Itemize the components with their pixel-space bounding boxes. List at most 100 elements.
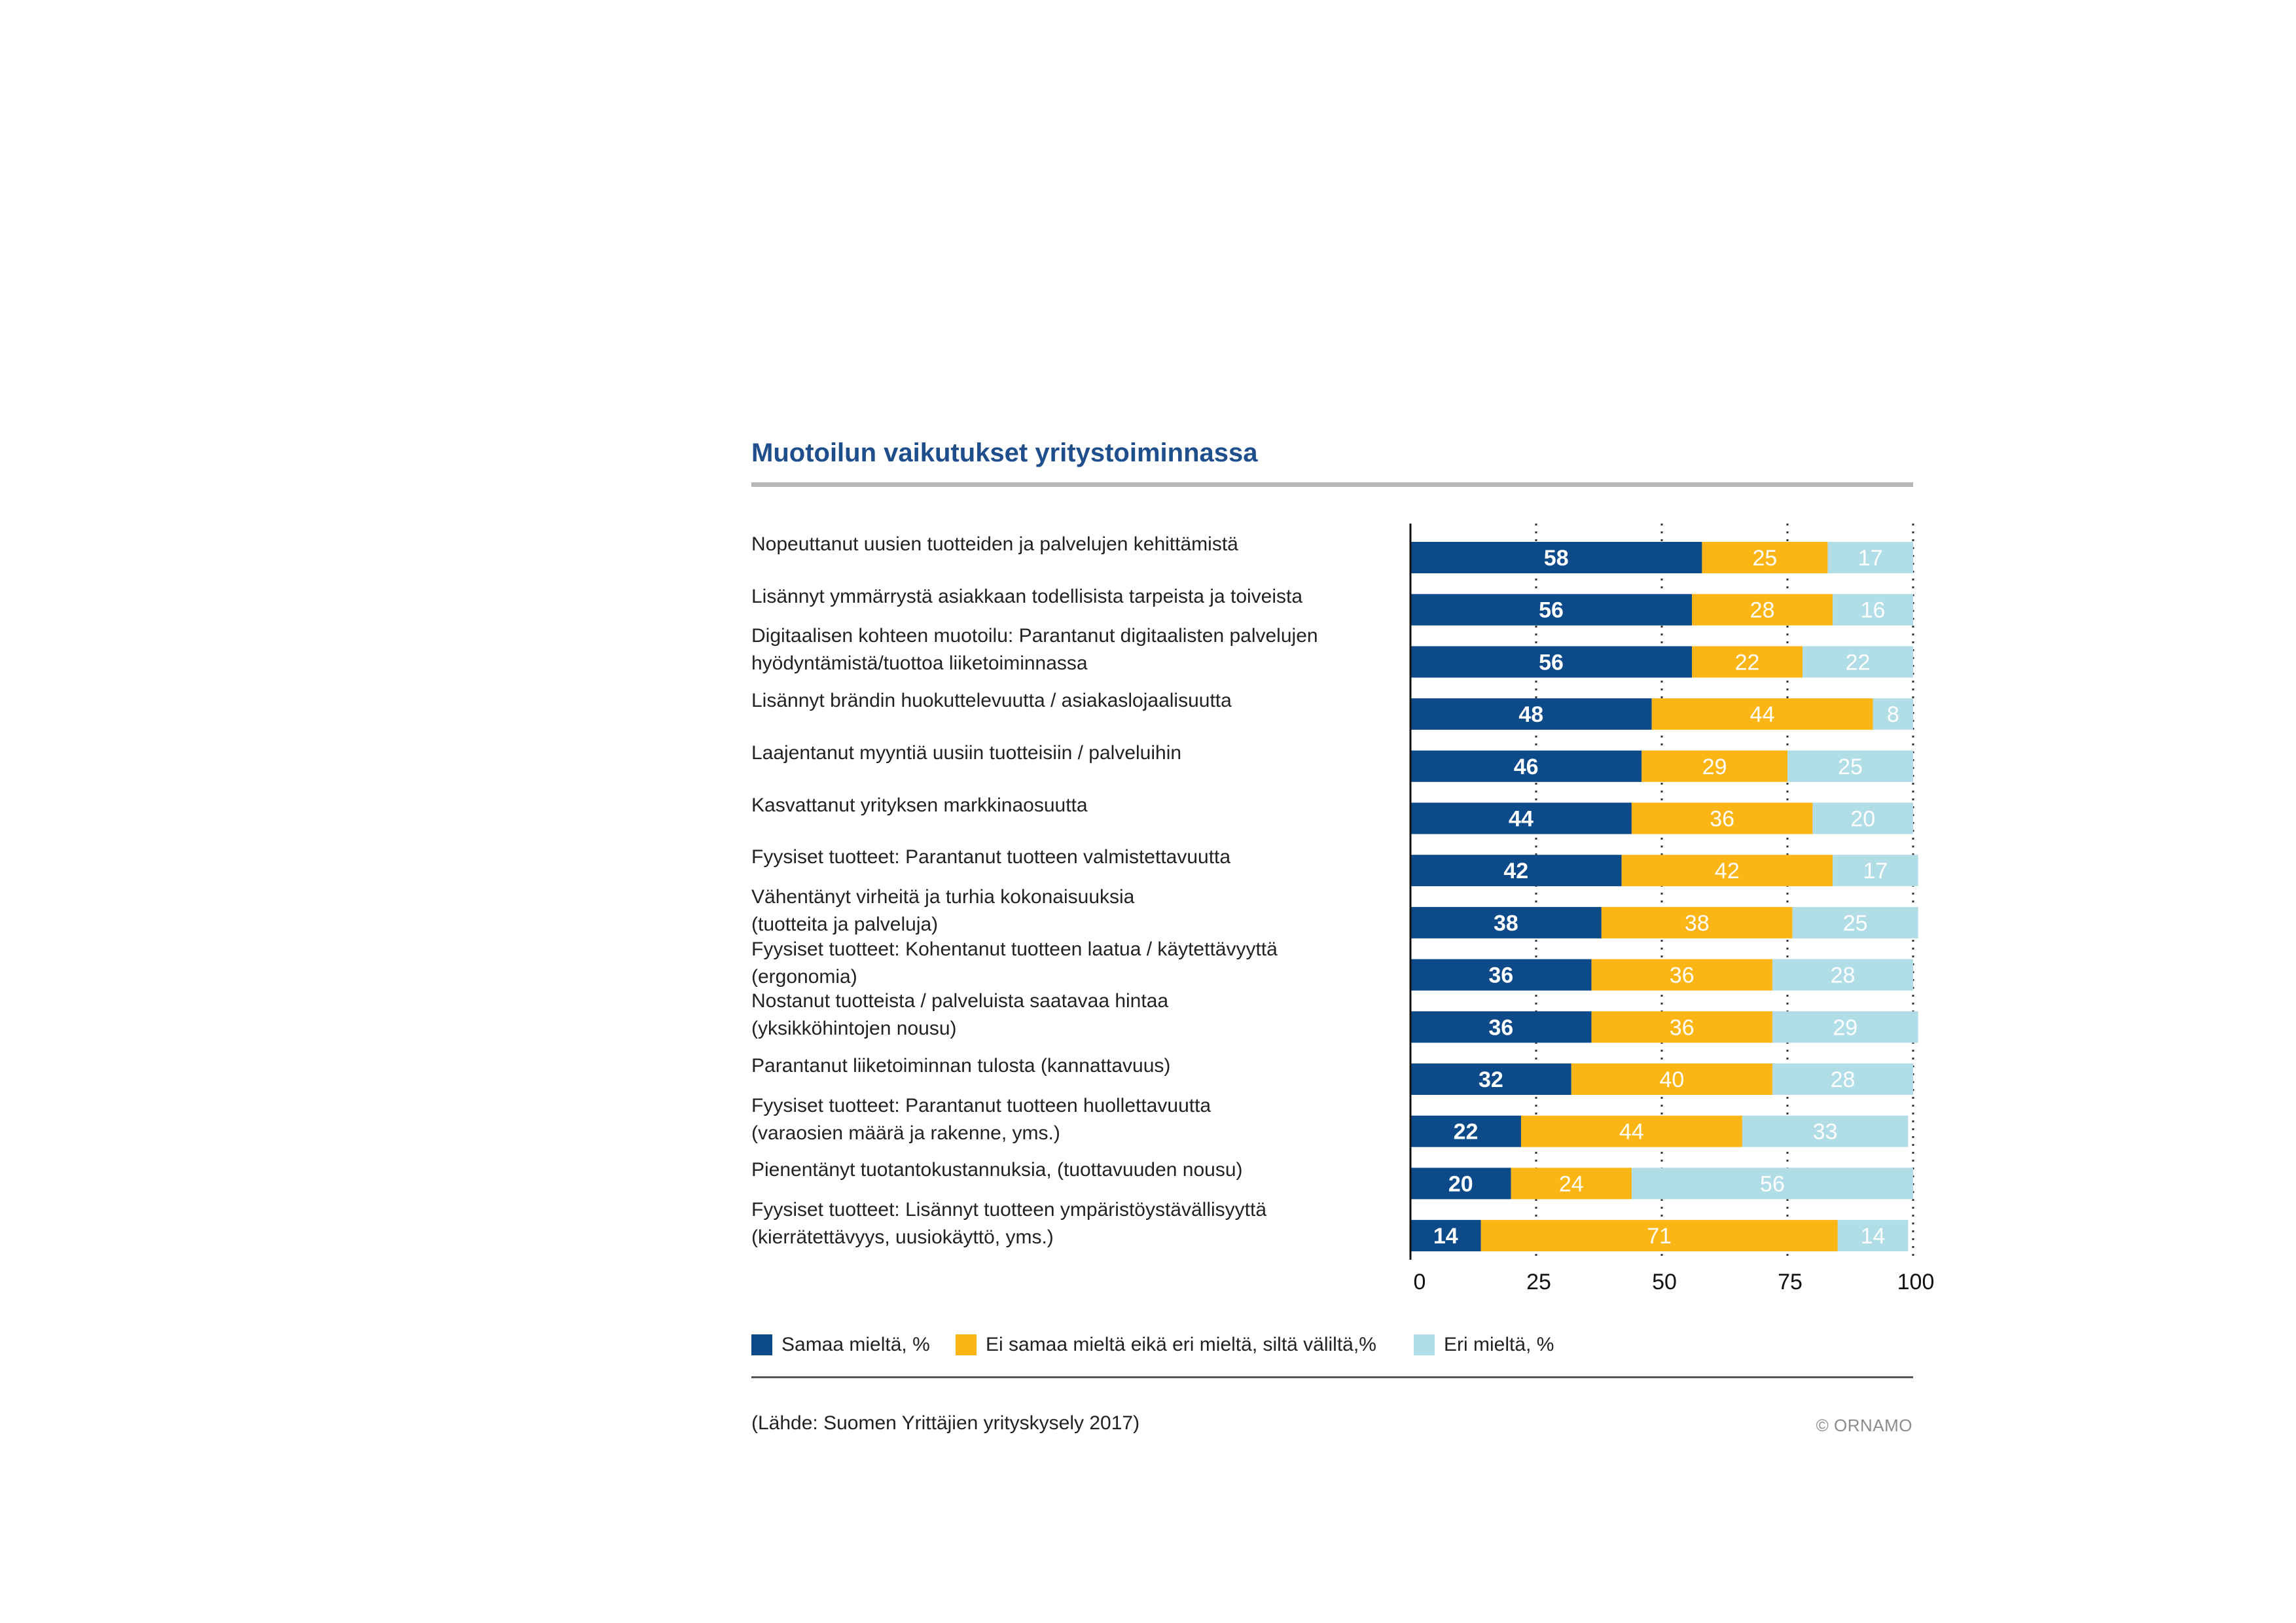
x-tick-label: 75 bbox=[1778, 1270, 1803, 1294]
legend-item-agree: Samaa mieltä, % bbox=[751, 1332, 930, 1358]
category-label: Nostanut tuotteista / palveluista saatav… bbox=[751, 988, 1399, 1043]
title-divider bbox=[751, 482, 1913, 487]
data-label: 36 bbox=[1670, 963, 1695, 988]
x-tick-label: 50 bbox=[1652, 1270, 1677, 1294]
data-label: 44 bbox=[1750, 702, 1775, 727]
bar-segment bbox=[1410, 542, 1702, 573]
bar-segment bbox=[1410, 802, 1632, 834]
bar-segment bbox=[1742, 1115, 1909, 1147]
category-label-line: Lisännyt brändin huokuttelevuutta / asia… bbox=[751, 690, 1232, 712]
data-label: 14 bbox=[1433, 1224, 1458, 1249]
category-label-line: Nostanut tuotteista / palveluista saatav… bbox=[751, 990, 1169, 1012]
footer-divider bbox=[751, 1376, 1913, 1378]
category-label-line: (varaosien määrä ja rakenne, yms.) bbox=[751, 1122, 1060, 1144]
data-label: 38 bbox=[1494, 911, 1518, 936]
bar-segment bbox=[1410, 1168, 1511, 1200]
legend-item-neutral: Ei samaa mieltä eikä eri mieltä, siltä v… bbox=[956, 1332, 1376, 1358]
data-label: 29 bbox=[1833, 1015, 1857, 1040]
source-note: (Lähde: Suomen Yrittäjien yrityskysely 2… bbox=[751, 1412, 1140, 1434]
legend-label-agree: Samaa mieltä, % bbox=[781, 1334, 930, 1355]
bar-segment bbox=[1702, 542, 1828, 573]
bar-segment bbox=[1410, 1115, 1521, 1147]
data-label: 36 bbox=[1488, 1015, 1513, 1040]
category-label-line: Fyysiset tuotteet: Parantanut tuotteen v… bbox=[751, 846, 1231, 868]
legend-label-neutral: Ei samaa mieltä eikä eri mieltä, siltä v… bbox=[986, 1334, 1376, 1355]
category-label-line: Kasvattanut yrityksen markkinaosuutta bbox=[751, 794, 1088, 816]
data-label: 71 bbox=[1647, 1224, 1672, 1249]
data-label: 28 bbox=[1750, 598, 1775, 623]
chart-title: Muotoilun vaikutukset yritystoiminnassa bbox=[751, 438, 1258, 467]
bar-segment bbox=[1631, 802, 1813, 834]
bar-segment bbox=[1631, 1168, 1913, 1200]
category-label: Vähentänyt virheitä ja turhia kokonaisuu… bbox=[751, 883, 1399, 938]
bar-segment bbox=[1410, 1063, 1571, 1095]
data-label: 8 bbox=[1887, 702, 1899, 727]
category-label-line: (yksikköhintojen nousu) bbox=[751, 1018, 957, 1040]
bar-segment bbox=[1410, 750, 1642, 782]
data-label: 36 bbox=[1670, 1015, 1695, 1040]
x-tick-label: 0 bbox=[1414, 1270, 1426, 1294]
category-label: Nopeuttanut uusien tuotteiden ja palvelu… bbox=[751, 531, 1399, 558]
bar-segment bbox=[1787, 750, 1913, 782]
category-label: Lisännyt brändin huokuttelevuutta / asia… bbox=[751, 687, 1399, 715]
data-label: 25 bbox=[1838, 755, 1863, 779]
data-label: 22 bbox=[1454, 1120, 1479, 1145]
bar-segment bbox=[1511, 1168, 1632, 1200]
category-label-line: (tuotteita ja palveluja) bbox=[751, 913, 939, 935]
data-label: 14 bbox=[1861, 1224, 1886, 1249]
bar-segment bbox=[1591, 959, 1772, 991]
bar-segment bbox=[1410, 959, 1592, 991]
category-label: Fyysiset tuotteet: Parantanut tuotteen v… bbox=[751, 844, 1399, 871]
bar-segment bbox=[1591, 1011, 1772, 1043]
category-label: Lisännyt ymmärrystä asiakkaan todellisis… bbox=[751, 583, 1399, 611]
category-label-line: Laajentanut myyntiä uusiin tuotteisiin /… bbox=[751, 741, 1182, 764]
category-label: Parantanut liiketoiminnan tulosta (kanna… bbox=[751, 1052, 1399, 1080]
category-label: Laajentanut myyntiä uusiin tuotteisiin /… bbox=[751, 740, 1399, 767]
bar-segment bbox=[1827, 542, 1913, 573]
bar-segment bbox=[1410, 594, 1693, 626]
data-label: 28 bbox=[1831, 963, 1856, 988]
data-label: 42 bbox=[1503, 859, 1528, 883]
bar-segment bbox=[1410, 646, 1693, 678]
category-label: Fyysiset tuotteet: Kohentanut tuotteen l… bbox=[751, 936, 1399, 991]
data-label: 25 bbox=[1843, 911, 1868, 936]
bar-segment bbox=[1792, 906, 1918, 938]
bar-segment bbox=[1410, 906, 1602, 938]
category-label-line: Pienentänyt tuotantokustannuksia, (tuott… bbox=[751, 1159, 1243, 1181]
bar-segment bbox=[1772, 1011, 1918, 1043]
data-label: 20 bbox=[1448, 1171, 1473, 1196]
category-label-line: Fyysiset tuotteet: Parantanut tuotteen h… bbox=[751, 1094, 1211, 1116]
bar-segment bbox=[1833, 594, 1913, 626]
bar-segment bbox=[1410, 1011, 1592, 1043]
legend-label-disagree: Eri mieltä, % bbox=[1444, 1334, 1554, 1355]
legend-swatch-disagree bbox=[1414, 1334, 1435, 1355]
data-label: 36 bbox=[1488, 963, 1513, 988]
category-label-line: hyödyntämistä/tuottoa liiketoiminnassa bbox=[751, 652, 1088, 675]
category-label: Pienentänyt tuotantokustannuksia, (tuott… bbox=[751, 1156, 1399, 1184]
bar-segment bbox=[1873, 698, 1913, 730]
bar-segment bbox=[1651, 698, 1873, 730]
data-label: 29 bbox=[1702, 755, 1727, 779]
category-label-line: Lisännyt ymmärrystä asiakkaan todellisis… bbox=[751, 585, 1303, 607]
legend-item-disagree: Eri mieltä, % bbox=[1414, 1332, 1554, 1358]
data-label: 44 bbox=[1509, 807, 1534, 832]
data-label: 25 bbox=[1753, 546, 1778, 571]
bar-segment bbox=[1692, 594, 1833, 626]
bar-segment bbox=[1641, 750, 1787, 782]
category-label: Fyysiset tuotteet: Lisännyt tuotteen ymp… bbox=[751, 1196, 1399, 1251]
bar-segment bbox=[1621, 855, 1833, 887]
bar-segment bbox=[1410, 1220, 1481, 1252]
category-label-line: (kierrätettävyys, uusiokäyttö, yms.) bbox=[751, 1226, 1054, 1249]
data-label: 33 bbox=[1813, 1120, 1838, 1145]
x-tick-label: 100 bbox=[1897, 1270, 1935, 1294]
data-label: 56 bbox=[1539, 650, 1564, 675]
legend-swatch-neutral bbox=[956, 1334, 977, 1355]
category-label-line: Digitaalisen kohteen muotoilu: Parantanu… bbox=[751, 625, 1318, 647]
category-label-line: Fyysiset tuotteet: Kohentanut tuotteen l… bbox=[751, 938, 1278, 960]
category-label-line: (ergonomia) bbox=[751, 965, 857, 988]
bar-segment bbox=[1833, 855, 1918, 887]
bar-segment bbox=[1772, 959, 1913, 991]
bar-segment bbox=[1812, 802, 1913, 834]
